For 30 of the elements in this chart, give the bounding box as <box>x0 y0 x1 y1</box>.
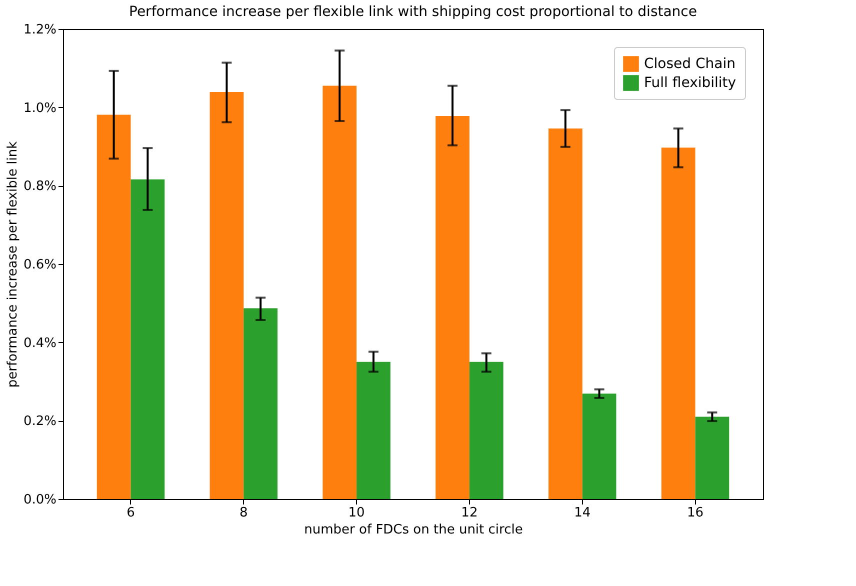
legend-label: Closed Chain <box>644 56 736 72</box>
chart-title: Performance increase per flexible link with shipping cost proportional to distance <box>129 4 697 20</box>
y-tick-label: 0.2% <box>23 414 56 430</box>
x-tick-label: 6 <box>126 506 135 520</box>
y-tick-label: 1.0% <box>23 100 56 116</box>
y-tick-label: 0.0% <box>23 492 56 508</box>
bar <box>661 148 696 499</box>
bar <box>322 86 357 499</box>
bar <box>582 394 616 499</box>
bar <box>356 362 390 499</box>
bar <box>695 416 730 499</box>
x-tick-label: 16 <box>686 506 704 520</box>
bar <box>436 116 470 499</box>
x-axis-title: number of FDCs on the unit circle <box>304 522 523 538</box>
x-tick-label: 12 <box>461 506 478 520</box>
bar <box>210 92 244 499</box>
legend-label: Full flexibility <box>644 75 736 91</box>
bar <box>548 128 582 499</box>
y-tick-label: 1.2% <box>23 22 56 38</box>
x-tick-label: 14 <box>574 506 591 520</box>
x-tick-label: 8 <box>240 506 248 520</box>
bar <box>469 362 504 499</box>
y-axis-title: performance increase per flexible link <box>5 140 20 388</box>
bar <box>96 114 131 499</box>
bar <box>130 179 165 499</box>
y-tick-label: 0.6% <box>23 258 56 272</box>
y-tick-label: 0.8% <box>23 179 56 194</box>
x-tick-label: 10 <box>348 506 365 520</box>
bar <box>244 308 278 499</box>
y-tick-label: 0.4% <box>23 336 56 351</box>
